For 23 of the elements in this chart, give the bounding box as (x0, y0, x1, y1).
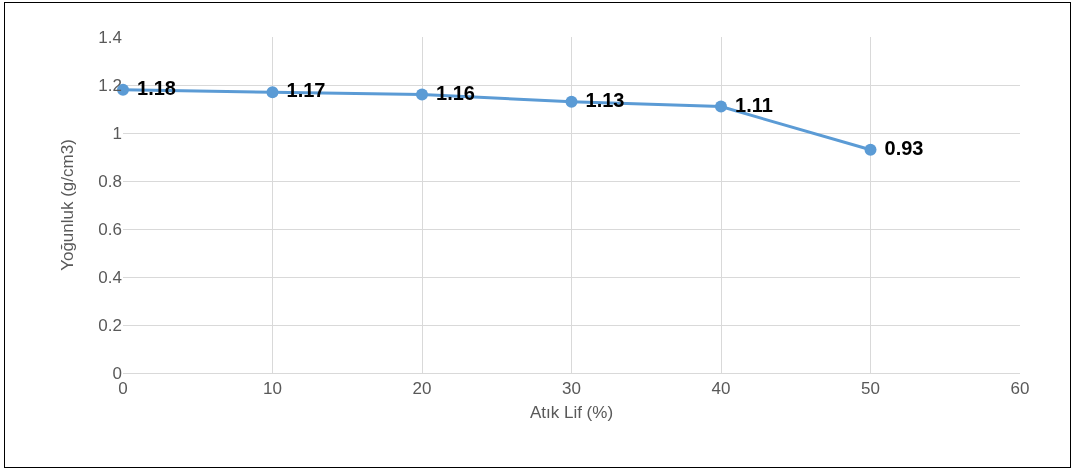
y-tick-label: 1 (112, 123, 122, 143)
point (565, 95, 578, 108)
x-tick-label: 10 (263, 379, 282, 399)
x-tick-label: 40 (711, 379, 731, 399)
point (715, 100, 727, 113)
point (416, 88, 428, 101)
data-label: 0.93 (879, 136, 924, 159)
y-tick-label: 0.6 (98, 219, 122, 239)
y-tick-label: 1.2 (98, 75, 122, 95)
y-tick-label: 1.4 (98, 27, 122, 47)
x-tick-label: 50 (861, 379, 880, 399)
x-tick-label: 20 (412, 379, 432, 399)
y-tick-label: 0.2 (98, 315, 122, 335)
point (864, 143, 877, 156)
x-tick-label: 30 (562, 379, 581, 399)
y-tick-label: 0.8 (98, 171, 122, 191)
y-tick-label: 0.4 (98, 267, 122, 287)
point (266, 86, 279, 99)
x-tick-label: 60 (1010, 379, 1030, 399)
data-label: 1.11 (729, 93, 773, 116)
y-tick-label: 0 (112, 363, 122, 383)
y-axis-title: Yoğunluk (g/cm3) (57, 139, 77, 271)
x-axis-title: Atık Lif (%) (529, 402, 614, 422)
